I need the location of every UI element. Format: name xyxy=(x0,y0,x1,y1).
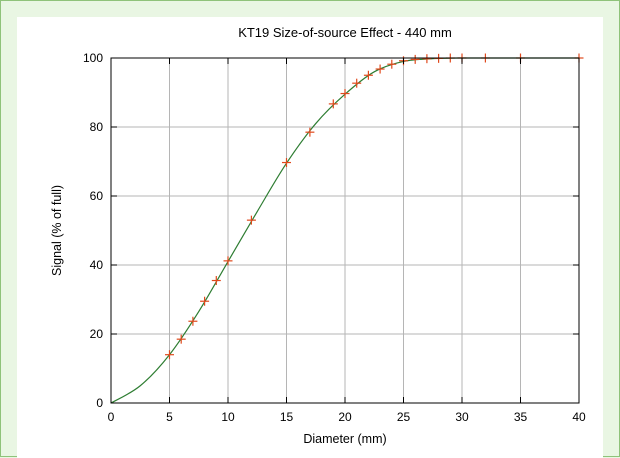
data-point xyxy=(352,78,362,88)
y-tick-label: 0 xyxy=(96,396,103,410)
x-tick-label: 5 xyxy=(166,410,173,424)
data-point xyxy=(422,54,432,64)
data-point xyxy=(188,316,198,326)
y-tick-label: 20 xyxy=(90,327,104,341)
x-tick-label: 20 xyxy=(338,410,352,424)
plot-panel: 0 5 10 15 20 25 30 35 40 0 20 40 60 80 100 KT19 Size-o… xyxy=(17,17,603,458)
data-point xyxy=(375,64,385,74)
y-tick-label: 100 xyxy=(83,51,103,65)
y-tick-label: 60 xyxy=(90,189,104,203)
data-point xyxy=(246,215,256,225)
x-axis-label: Diameter (mm) xyxy=(303,432,386,446)
data-point xyxy=(165,350,174,360)
chart-svg: 0 5 10 15 20 25 30 35 40 0 20 40 60 80 100 KT19 Size-o… xyxy=(50,25,586,446)
data-point xyxy=(410,54,420,64)
data-point xyxy=(328,99,338,109)
y-tick-label: 40 xyxy=(90,258,104,272)
data-point xyxy=(200,296,210,306)
grid-layer xyxy=(111,58,579,403)
data-point xyxy=(211,276,221,286)
tick-layer: 0 5 10 15 20 25 30 35 40 0 20 40 60 80 100 xyxy=(83,51,586,424)
x-tick-label: 25 xyxy=(397,410,411,424)
data-point xyxy=(387,59,397,69)
data-point xyxy=(223,256,233,266)
data-point xyxy=(282,158,291,168)
x-tick-label: 30 xyxy=(455,410,469,424)
y-axis-label: Signal (% of full) xyxy=(50,185,64,276)
data-point xyxy=(340,89,350,99)
y-tick-label: 80 xyxy=(90,120,104,134)
data-point xyxy=(305,127,315,137)
x-tick-label: 35 xyxy=(514,410,528,424)
chart-title: KT19 Size-of-source Effect - 440 mm xyxy=(238,25,452,40)
data-point xyxy=(176,334,186,344)
x-tick-label: 40 xyxy=(572,410,586,424)
data-point xyxy=(363,70,373,80)
x-tick-label: 0 xyxy=(108,410,115,424)
x-tick-label: 15 xyxy=(280,410,294,424)
x-tick-label: 10 xyxy=(221,410,235,424)
